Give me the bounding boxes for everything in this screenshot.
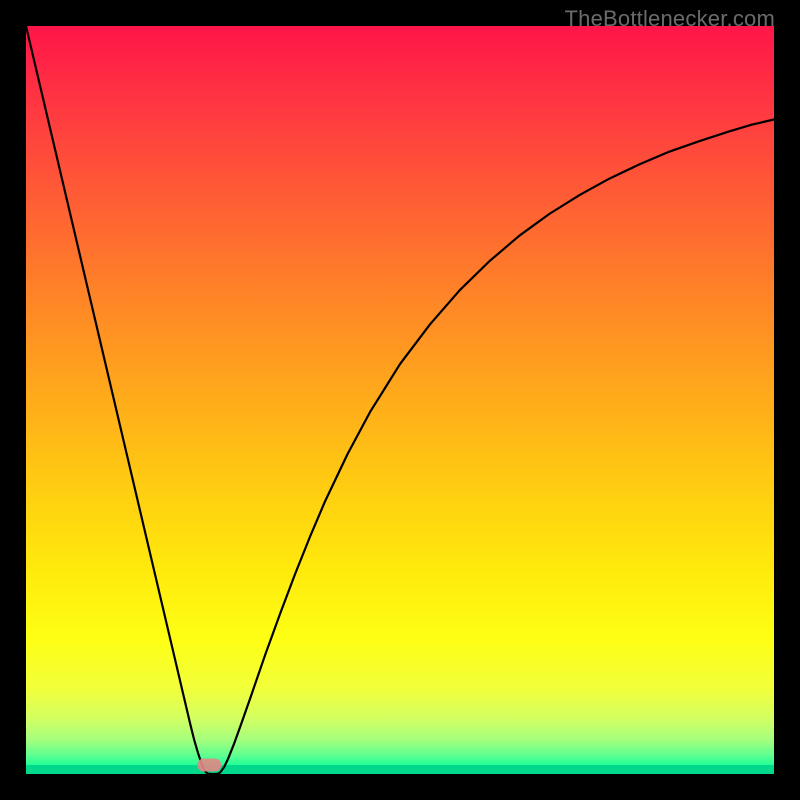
bottom-green-bar <box>26 765 774 774</box>
chart-root: TheBottlenecker.com <box>0 0 800 800</box>
minimum-marker <box>197 759 221 772</box>
chart-canvas <box>0 0 800 800</box>
watermark-text: TheBottlenecker.com <box>565 6 775 32</box>
plot-background <box>26 26 774 774</box>
